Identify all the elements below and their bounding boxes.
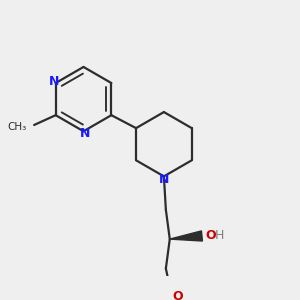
Text: O: O bbox=[205, 229, 216, 242]
Text: CH₃: CH₃ bbox=[8, 122, 27, 132]
Text: H: H bbox=[215, 229, 224, 242]
Text: N: N bbox=[80, 127, 90, 140]
Text: N: N bbox=[159, 173, 169, 186]
Text: O: O bbox=[172, 290, 183, 300]
Polygon shape bbox=[170, 231, 202, 241]
Text: N: N bbox=[49, 75, 59, 88]
